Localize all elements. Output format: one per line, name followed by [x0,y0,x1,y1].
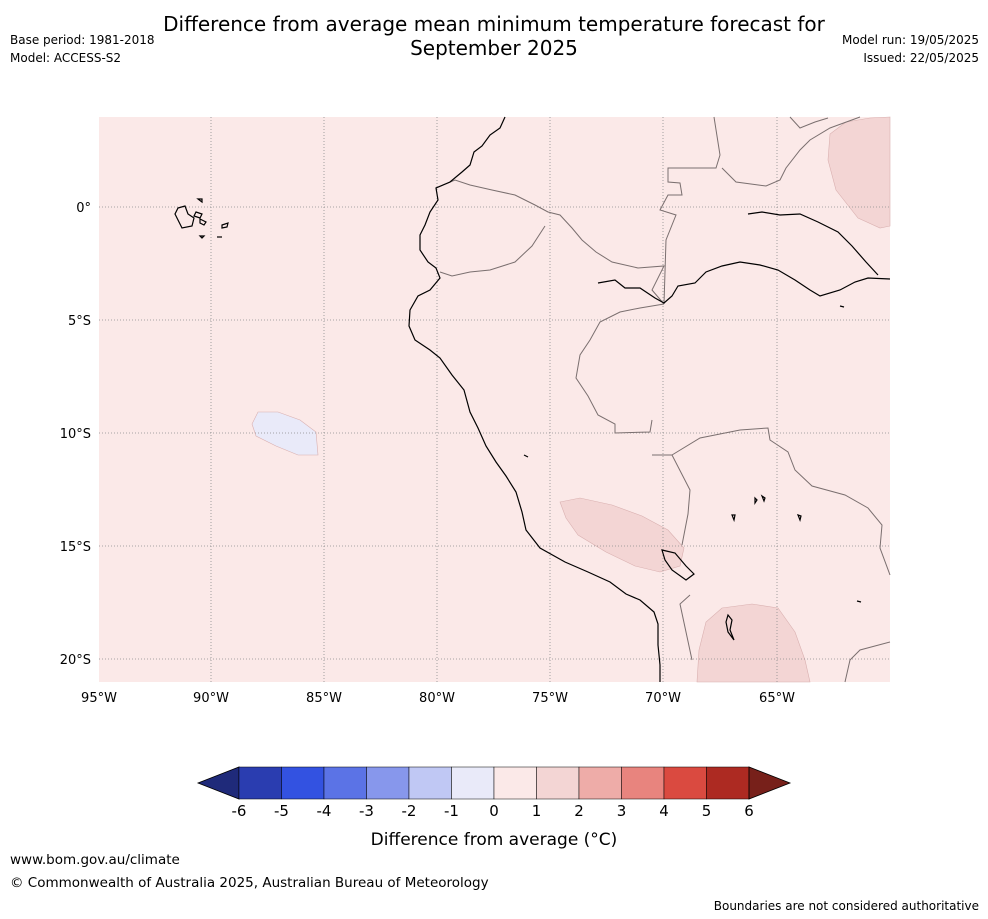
lon-label: 95°W [81,691,117,706]
colorbar-tick-label: -2 [402,802,417,820]
colorbar-tick-label: 6 [744,802,754,820]
colorbar-tick-label: 0 [489,802,499,820]
lon-label: 90°W [193,691,229,706]
lat-label: 5°S [68,314,91,329]
lat-label: 15°S [60,540,91,555]
issued-date: Issued: 22/05/2025 [863,51,979,65]
anomaly-region-cool [251,411,319,456]
meta-left: Base period: 1981-2018 Model: ACCESS-S2 [10,31,155,67]
colorbar-cell [536,766,580,800]
base-period: Base period: 1981-2018 [10,33,155,47]
lon-label: 85°W [306,691,342,706]
anomaly-region-peru [559,497,685,573]
colorbar-cell [408,766,452,800]
colorbar-tick-label: 2 [574,802,584,820]
lon-label: 70°W [645,691,681,706]
colorbar-tick-label: 3 [617,802,627,820]
colorbar-extend-high [748,766,792,800]
coastlines [174,116,891,682]
colorbar-cell [706,766,750,800]
map-panel [99,116,891,683]
longitude-labels: 95°W 90°W 85°W 80°W 75°W 70°W 65°W [81,691,795,706]
meta-right: Model run: 19/05/2025 Issued: 22/05/2025 [842,31,979,67]
country-borders [435,116,891,683]
anomaly-region-bolivia [696,603,811,683]
colorbar-extend-low [196,766,240,800]
gridlines [99,117,890,682]
colorbar-tick-label: -4 [317,802,332,820]
colorbar-tick-label: -3 [359,802,374,820]
lat-label: 10°S [60,427,91,442]
colorbar: -6 -5 -4 -3 -2 -1 0 1 2 3 4 5 6 Difference from aver… [196,766,792,850]
title-line-1: Difference from average mean minimum tem… [163,12,825,36]
lon-label: 80°W [419,691,455,706]
title-line-2: September 2025 [410,36,578,60]
footer-url[interactable]: www.bom.gov.au/climate [10,852,180,868]
model-name: Model: ACCESS-S2 [10,51,122,65]
lon-label: 65°W [759,691,795,706]
colorbar-cell [366,766,410,800]
map-background [99,117,890,682]
colorbar-tick-label: 4 [659,802,669,820]
colorbar-tick-label: -6 [232,802,247,820]
colorbar-tick-label: 5 [702,802,712,820]
colorbar-cell [578,766,622,800]
model-run: Model run: 19/05/2025 [841,33,979,47]
map-title: Difference from average mean minimum tem… [0,12,988,60]
colorbar-tick-label: -1 [444,802,459,820]
lon-label: 75°W [532,691,568,706]
footer-disclaimer: Boundaries are not considered authoritat… [713,899,979,913]
latitude-labels: 0° 5°S 10°S 15°S 20°S [60,201,91,668]
colorbar-cell [323,766,367,800]
colorbar-label: Difference from average (°C) [371,830,618,850]
lat-label: 20°S [60,653,91,668]
anomaly-region-ne [827,116,891,229]
colorbar-tick-label: -5 [274,802,289,820]
footer-copyright: © Commonwealth of Australia 2025, Austra… [10,875,489,891]
colorbar-cell [663,766,707,800]
colorbar-tick-label: 1 [532,802,542,820]
colorbar-cell [621,766,665,800]
colorbar-cell [493,766,537,800]
lat-label: 0° [76,201,91,216]
colorbar-cell [281,766,325,800]
colorbar-cell [451,766,495,800]
colorbar-cell [238,766,282,800]
